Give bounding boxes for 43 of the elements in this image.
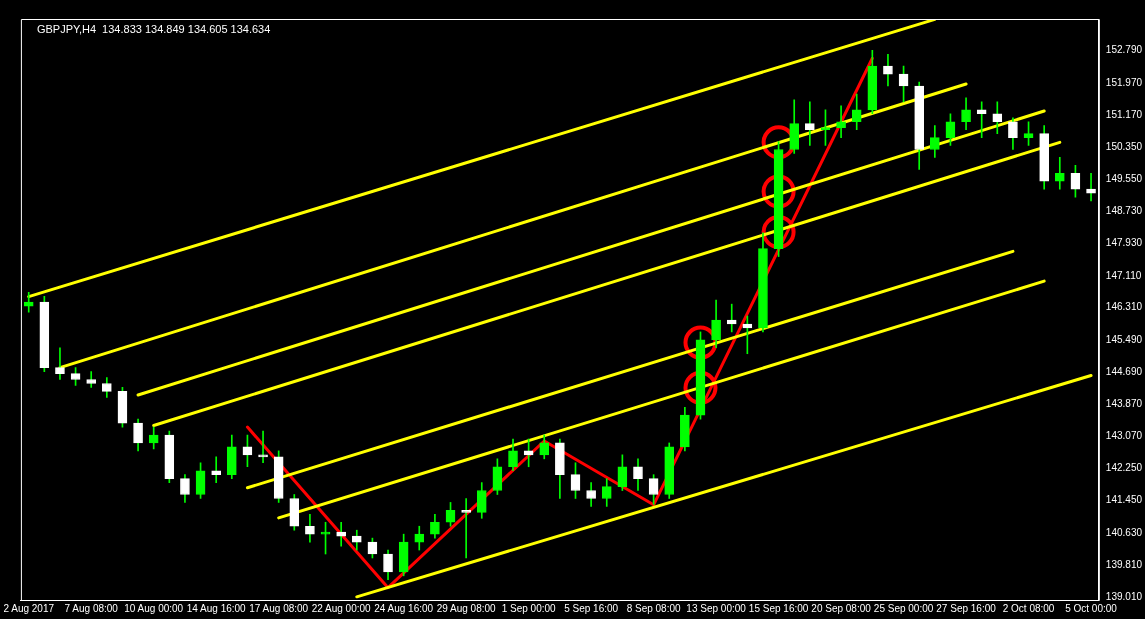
chart-title: GBPJPY,H4 134.833 134.849 134.605 134.634	[36, 22, 271, 35]
candlestick	[805, 101, 815, 146]
y-tick-label: 147.930	[1105, 237, 1143, 249]
y-tick-label: 143.070	[1105, 429, 1143, 441]
y-tick-label: 151.170	[1105, 108, 1143, 120]
x-tick-label: 27 Sep 16:00	[936, 602, 997, 614]
x-tick-label: 1 Sep 00:00	[501, 602, 557, 614]
x-tick-label: 2 Oct 08:00	[1002, 602, 1055, 614]
candlestick	[836, 105, 846, 138]
y-tick-label: 143.870	[1105, 398, 1143, 410]
y-tick-label: 140.630	[1105, 526, 1143, 538]
x-tick-label: 29 Aug 08:00	[436, 602, 497, 614]
x-tick-label: 24 Aug 16:00	[374, 602, 434, 614]
y-tick-label: 150.350	[1105, 141, 1143, 153]
x-tick-label: 13 Sep 00:00	[686, 602, 747, 614]
x-tick-label: 17 Aug 08:00	[249, 602, 309, 614]
y-tick-label: 144.690	[1105, 365, 1143, 377]
candlestick	[211, 456, 222, 483]
x-tick-label: 20 Sep 08:00	[811, 602, 872, 614]
y-tick-label: 148.730	[1105, 205, 1143, 217]
x-tick-label: 10 Aug 00:00	[124, 602, 184, 614]
x-tick-label: 8 Sep 08:00	[626, 602, 682, 614]
candlestick	[461, 498, 471, 559]
x-tick-label: 25 Sep 00:00	[873, 602, 934, 614]
x-tick-label: 5 Oct 00:00	[1065, 602, 1118, 614]
y-tick-label: 149.550	[1105, 172, 1143, 184]
x-tick-label: 14 Aug 16:00	[186, 602, 247, 614]
x-tick-label: 5 Sep 16:00	[564, 602, 619, 614]
x-tick-label: 22 Aug 00:00	[311, 602, 372, 614]
y-tick-label: 146.310	[1105, 301, 1143, 313]
candlestick	[55, 347, 65, 380]
y-tick-label: 151.970	[1105, 77, 1143, 88]
y-tick-label: 139.010	[1105, 590, 1143, 602]
y-tick-label: 139.810	[1105, 559, 1143, 571]
y-tick-label: 145.490	[1105, 333, 1143, 345]
y-tick-label: 142.250	[1105, 462, 1143, 474]
y-tick-label: 147.110	[1105, 269, 1142, 281]
x-tick-label: 2 Aug 2017	[3, 602, 55, 614]
x-tick-label: 15 Sep 16:00	[748, 602, 809, 614]
candlestick	[976, 101, 987, 138]
x-tick-label: 7 Aug 08:00	[64, 602, 119, 614]
y-tick-label: 141.450	[1105, 494, 1143, 506]
y-tick-label: 152.790	[1105, 44, 1143, 56]
